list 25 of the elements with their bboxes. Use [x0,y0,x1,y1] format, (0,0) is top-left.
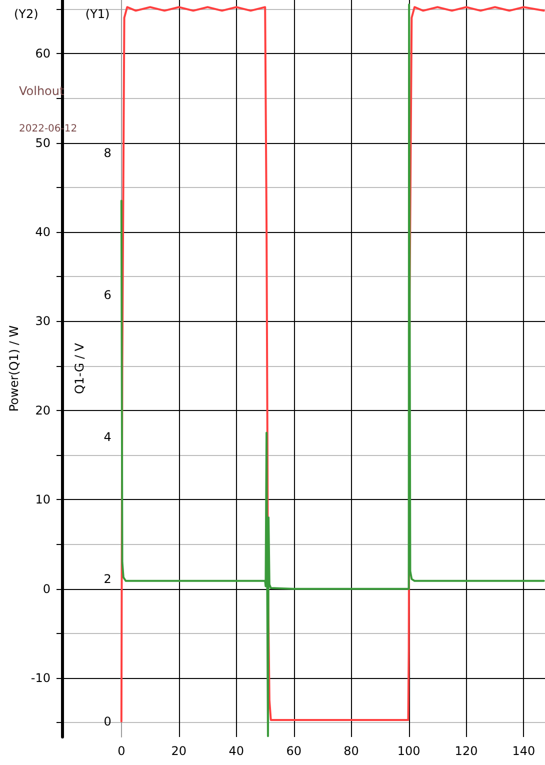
y-tick-label: 6 [104,288,112,302]
y2-tick-label: 60 [35,46,50,61]
y2-tick-label: 10 [35,492,50,507]
x-tick-label: 0 [118,744,126,758]
annotation: (Y1) [85,7,110,21]
y2-tick-label: 40 [35,224,50,239]
x-tick-label: 80 [344,744,359,758]
y-axis-title: Q1-G / V [72,342,86,394]
x-tick-label: 100 [397,744,420,758]
text: (Y2) [14,7,38,21]
y2-tick-label: 20 [35,403,50,418]
x-tick-label: 20 [171,744,187,758]
y-tick-label: 2 [104,572,112,586]
y2-tick-label: 50 [35,136,50,150]
y2-axis-title: Power(Q1) / W [7,325,21,412]
y-tick-label: 4 [104,430,112,444]
y2-tick-label: 0 [42,582,50,596]
y2-tick-label: 30 [35,314,50,328]
y-tick-label: 8 [104,146,112,160]
x-tick-label: 60 [286,744,302,758]
x-tick-label: 140 [512,744,536,758]
x-tick-label: 40 [228,744,244,758]
y-tick-label: 0 [104,714,112,728]
y2-tick-label: -10 [30,671,50,686]
x-tick-label: 120 [454,744,478,758]
